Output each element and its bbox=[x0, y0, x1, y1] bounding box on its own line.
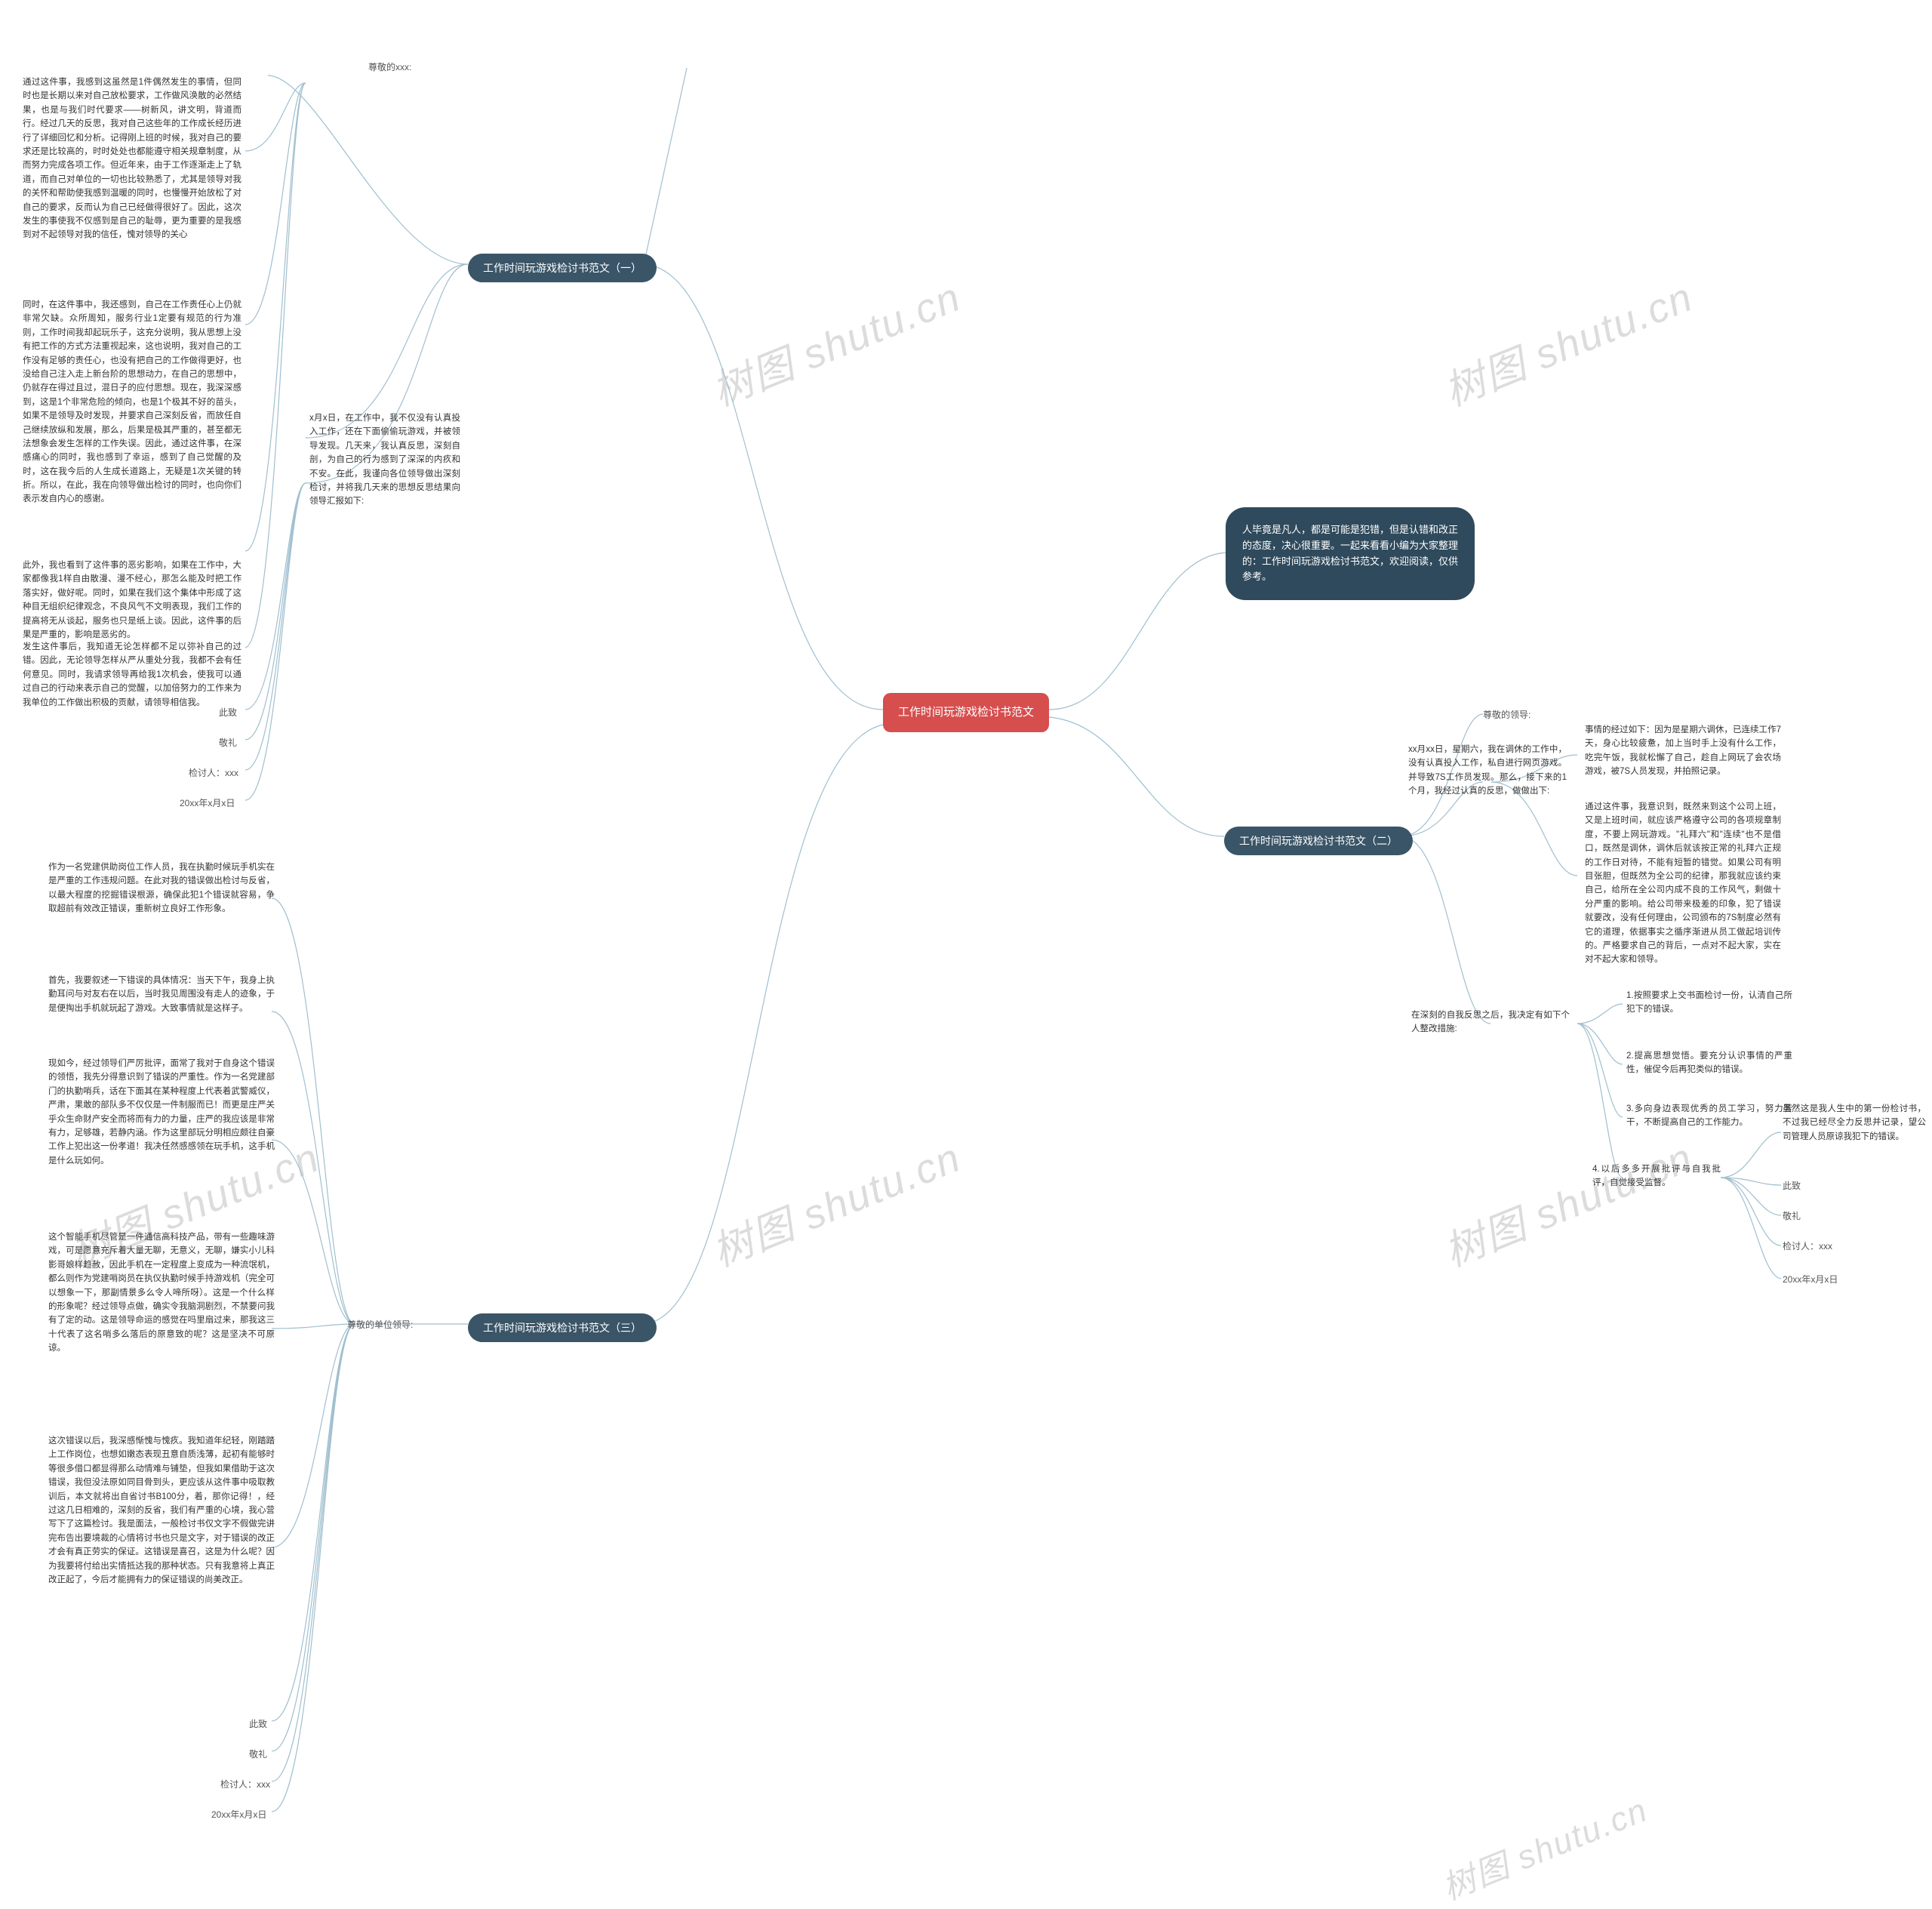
branch-one-salutation: 尊敬的xxx: bbox=[368, 60, 411, 75]
branch-two-title: 工作时间玩游戏检讨书范文（二） bbox=[1239, 835, 1398, 847]
root-title: 工作时间玩游戏检讨书范文 bbox=[898, 706, 1034, 719]
branch-two-reflect-1: 1.按照要求上交书面检讨一份，认清自己所犯下的错误。 bbox=[1626, 989, 1792, 1017]
branch-one-context: x月x日，在工作中，我不仅没有认真投入工作，还在下面偷偷玩游戏，并被领导发现。几… bbox=[309, 411, 460, 509]
branch-two-reflect-4: 4.以后多多开展批评与自我批评，自觉接受监督。 bbox=[1592, 1162, 1721, 1190]
branch-two-closing-3: 检讨人：xxx bbox=[1783, 1239, 1832, 1254]
branch-one-closing-3: 检讨人：xxx bbox=[189, 766, 238, 781]
branch-one-closing-4: 20xx年x月x日 bbox=[180, 796, 235, 811]
branch-one-p3: 此外，我也看到了这件事的恶劣影响，如果在工作中，大家都像我1样自由散漫、漫不经心… bbox=[23, 559, 242, 642]
branch-two-reflect-2: 2.提高思想觉悟。要充分认识事情的严重性，催促今后再犯类似的错误。 bbox=[1626, 1049, 1792, 1077]
branch-one-closing-1: 此致 bbox=[219, 706, 237, 720]
branch-two-p2: 通过这件事，我意识到，既然来到这个公司上班，又是上班时间，就应该严格遵守公司的各… bbox=[1585, 800, 1781, 967]
watermark: 树图 shutu.cn bbox=[702, 1124, 968, 1278]
branch-two-closing-2: 敬礼 bbox=[1783, 1209, 1801, 1224]
branch-three-p1: 首先，我要叙述一下错误的具体情况：当天下午，我身上执勤耳问与对友右在以后，当时我… bbox=[48, 974, 275, 1015]
branch-two[interactable]: 工作时间玩游戏检讨书范文（二） bbox=[1224, 827, 1413, 855]
branch-one-p2: 同时，在这件事中，我还感到，自己在工作责任心上仍就非常欠缺。众所周知，服务行业1… bbox=[23, 298, 242, 507]
branch-three-p0: 作为一名党建供助岗位工作人员，我在执勤时候玩手机实在是严重的工作违规问题。在此对… bbox=[48, 861, 275, 916]
branch-two-context: xx月xx日，星期六，我在调休的工作中，没有认真投入工作，私自进行网页游戏。并导… bbox=[1408, 743, 1567, 799]
branch-three[interactable]: 工作时间玩游戏检讨书范文（三） bbox=[468, 1313, 657, 1342]
branch-two-reflect-3: 3.多向身边表现优秀的员工学习，努力苦干，不断提高自己的工作能力。 bbox=[1626, 1102, 1792, 1130]
watermark: 树图 shutu.cn bbox=[1434, 263, 1700, 417]
branch-two-p1: 事情的经过如下：因为是星期六调休，已连续工作7天，身心比较疲惫，加上当时手上没有… bbox=[1585, 723, 1781, 779]
branch-three-p2: 现如今，经过领导们严厉批评，面常了我对于自身这个错误的领悟，我先分得意识到了错误… bbox=[48, 1057, 275, 1168]
branch-one-closing-2: 敬礼 bbox=[219, 736, 237, 750]
branch-two-end: 虽然这是我人生中的第一份检讨书，不过我已经尽全力反思并记录，望公司管理人员原谅我… bbox=[1783, 1102, 1926, 1144]
branch-two-closing-4: 20xx年x月x日 bbox=[1783, 1273, 1838, 1287]
branch-three-p4: 这次错误以后，我深感惭愧与愧疚。我知道年纪轻，刚踏踏上工作岗位，也想如嫩态表现丑… bbox=[48, 1434, 275, 1587]
watermark: 树图 shutu.cn bbox=[1434, 1783, 1654, 1909]
intro-node[interactable]: 人毕竟是凡人，都是可能是犯错，但是认错和改正的态度，决心很重要。一起来看看小编为… bbox=[1226, 507, 1475, 600]
branch-one-p1: 通过这件事，我感到这虽然是1件偶然发生的事情，但同时也是长期以来对自己放松要求，… bbox=[23, 75, 242, 242]
branch-three-closing-1: 此致 bbox=[249, 1717, 267, 1732]
intro-text: 人毕竟是凡人，都是可能是犯错，但是认错和改正的态度，决心很重要。一起来看看小编为… bbox=[1242, 524, 1458, 582]
branch-two-closing-1: 此致 bbox=[1783, 1179, 1801, 1193]
branch-three-closing-2: 敬礼 bbox=[249, 1747, 267, 1762]
branch-three-title: 工作时间玩游戏检讨书范文（三） bbox=[483, 1322, 641, 1334]
branch-two-reflect-intro: 在深刻的自我反思之后，我决定有如下个人整改措施: bbox=[1411, 1008, 1570, 1036]
branch-one[interactable]: 工作时间玩游戏检讨书范文（一） bbox=[468, 254, 657, 282]
branch-three-closing-4: 20xx年x月x日 bbox=[211, 1808, 266, 1822]
branch-one-p4: 发生这件事后，我知道无论怎样都不足以弥补自己的过错。因此，无论领导怎样从严从重处… bbox=[23, 640, 242, 710]
branch-two-salutation: 尊敬的领导: bbox=[1483, 708, 1531, 722]
watermark: 树图 shutu.cn bbox=[1434, 1124, 1700, 1278]
root-node[interactable]: 工作时间玩游戏检讨书范文 bbox=[883, 693, 1049, 732]
branch-one-title: 工作时间玩游戏检讨书范文（一） bbox=[483, 262, 641, 274]
branch-three-salutation: 尊敬的单位领导: bbox=[347, 1318, 413, 1332]
branch-three-closing-3: 检讨人：xxx bbox=[220, 1778, 270, 1792]
branch-three-p3: 这个智能手机尽管是一件通信高科技产品，带有一些趣味游戏，可是愿意充斥着大量无聊，… bbox=[48, 1230, 275, 1356]
watermark: 树图 shutu.cn bbox=[702, 263, 968, 417]
